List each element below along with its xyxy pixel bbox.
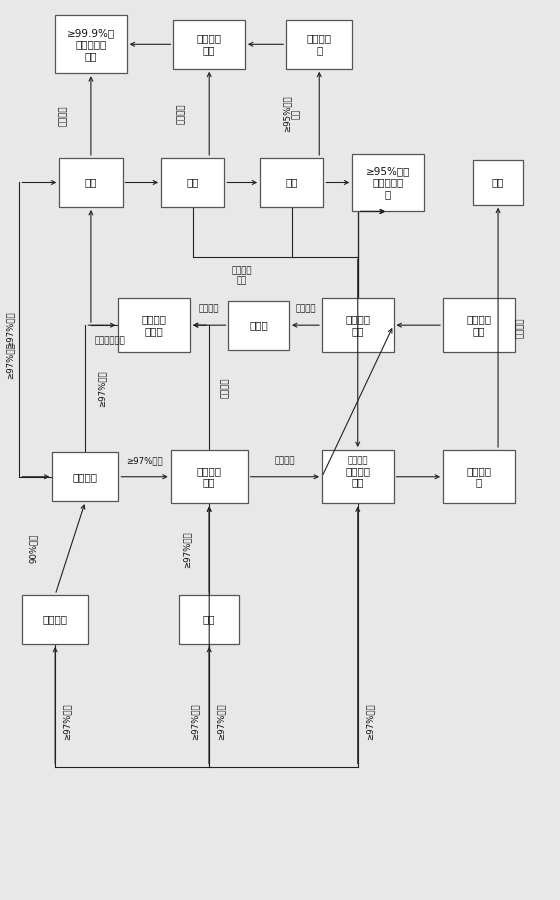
Text: 水喷式真
空泵: 水喷式真 空泵 xyxy=(466,314,491,336)
Text: ≥97%氟气: ≥97%氟气 xyxy=(191,704,200,741)
Text: ≥95%四氟
化硫产品充
装: ≥95%四氟 化硫产品充 装 xyxy=(366,166,410,199)
FancyBboxPatch shape xyxy=(59,158,123,207)
FancyBboxPatch shape xyxy=(473,160,523,205)
Text: 四氟化硫
反应器: 四氟化硫 反应器 xyxy=(142,314,167,336)
Text: ≥95%四氟
化硫: ≥95%四氟 化硫 xyxy=(282,95,301,131)
Text: 电解氟气: 电解氟气 xyxy=(43,615,68,625)
Text: 木炭反应
器: 木炭反应 器 xyxy=(466,466,491,488)
FancyBboxPatch shape xyxy=(443,299,515,352)
Text: 精馏搭提
纯化: 精馏搭提 纯化 xyxy=(197,33,222,55)
Text: 五氟化碘: 五氟化碘 xyxy=(348,456,368,465)
Text: 三级冷凝
回收: 三级冷凝 回收 xyxy=(346,466,370,488)
FancyBboxPatch shape xyxy=(53,452,118,501)
Text: 抽空气体: 抽空气体 xyxy=(177,104,186,123)
Text: 械压机升
压: 械压机升 压 xyxy=(307,33,332,55)
FancyBboxPatch shape xyxy=(171,450,248,503)
FancyBboxPatch shape xyxy=(322,299,394,352)
Text: 90%氟气: 90%氟气 xyxy=(29,534,38,562)
FancyBboxPatch shape xyxy=(286,20,352,68)
FancyBboxPatch shape xyxy=(161,158,225,207)
Text: 捕集: 捕集 xyxy=(286,177,298,187)
Text: ≥97%氟气: ≥97%氟气 xyxy=(217,704,226,741)
Text: 五氟化碘: 五氟化碘 xyxy=(199,304,220,313)
Text: ≥97%氟气: ≥97%氟气 xyxy=(126,456,163,465)
Text: 四氟化硫粗气: 四氟化硫粗气 xyxy=(95,337,125,346)
FancyBboxPatch shape xyxy=(260,158,323,207)
Text: 氟气纯化: 氟气纯化 xyxy=(73,472,98,482)
Text: 一级冷凝
回收: 一级冷凝 回收 xyxy=(346,314,370,336)
FancyBboxPatch shape xyxy=(179,595,240,643)
Text: 精碘: 精碘 xyxy=(203,615,216,625)
Text: 五氟化碘: 五氟化碘 xyxy=(295,304,316,313)
Text: 液化碘: 液化碘 xyxy=(249,320,268,330)
FancyBboxPatch shape xyxy=(174,20,245,68)
FancyBboxPatch shape xyxy=(322,450,394,503)
Text: ≥97%氟气: ≥97%氟气 xyxy=(183,531,192,568)
FancyBboxPatch shape xyxy=(118,299,190,352)
Text: 制备五氟
化碘: 制备五氟 化碘 xyxy=(197,466,222,488)
Text: 冷却: 冷却 xyxy=(85,177,97,187)
FancyBboxPatch shape xyxy=(443,450,515,503)
Text: ≥97%氟气: ≥97%氟气 xyxy=(5,311,14,348)
FancyBboxPatch shape xyxy=(22,595,88,643)
Text: 五氟化碘: 五氟化碘 xyxy=(274,456,295,465)
Text: ≥99.9%四
氟化硫产品
充装: ≥99.9%四 氟化硫产品 充装 xyxy=(67,28,115,61)
Text: 五氟化碘: 五氟化碘 xyxy=(221,377,230,398)
FancyBboxPatch shape xyxy=(228,301,289,350)
FancyBboxPatch shape xyxy=(55,15,127,73)
Text: 分离: 分离 xyxy=(186,177,199,187)
Text: ≥97%氟气: ≥97%氟气 xyxy=(365,704,375,741)
Text: 释压气体: 释压气体 xyxy=(59,105,68,126)
Text: ≥97%氟气: ≥97%氟气 xyxy=(63,704,72,741)
Text: 抽空混合
气体: 抽空混合 气体 xyxy=(232,266,253,286)
Text: 排空: 排空 xyxy=(492,177,505,187)
FancyBboxPatch shape xyxy=(352,154,424,211)
Text: ≥97%氟气: ≥97%氟气 xyxy=(97,371,106,407)
Text: ≥97%氟气: ≥97%氟气 xyxy=(6,343,15,379)
Text: 杂质气体: 杂质气体 xyxy=(516,317,525,338)
